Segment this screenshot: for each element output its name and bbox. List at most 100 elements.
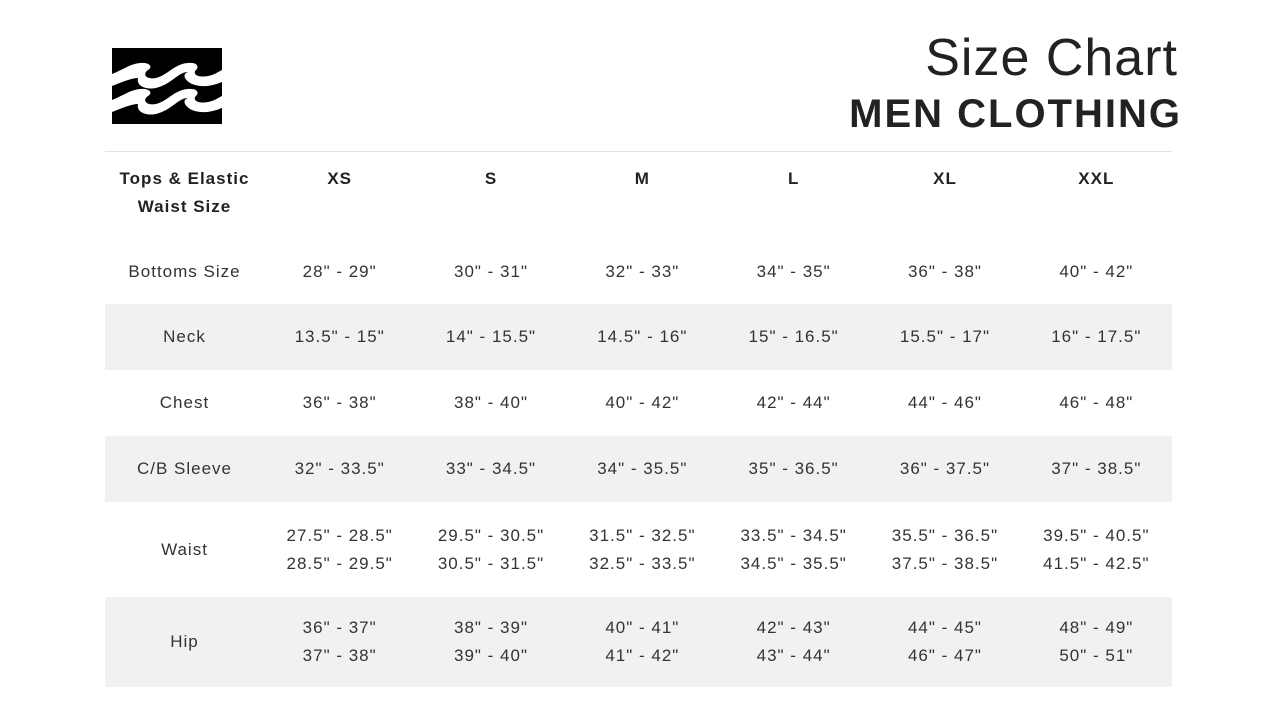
header-row-label: Tops & Elastic Waist Size <box>119 169 250 216</box>
table-cell: 36" - 38" <box>264 370 415 436</box>
header-size-xl: XL <box>933 169 957 188</box>
table-row: Hip 36" - 37" 37" - 38" 38" - 39" 39" - 40" 4… <box>105 597 1172 687</box>
table-cell: 40" - 41" 41" - 42" <box>566 597 718 687</box>
cell-value: 39" - 40" <box>453 646 528 665</box>
table-cell: 38" - 39" 39" - 40" <box>415 597 567 687</box>
cell-value: 37" - 38" <box>302 646 377 665</box>
cell-value: 29.5" - 30.5" <box>437 525 545 545</box>
header-size-xxl: XXL <box>1078 169 1115 188</box>
cell-value: 34" - 35" <box>756 262 831 281</box>
table-cell: 31.5" - 32.5" 32.5" - 33.5" <box>567 502 718 597</box>
table-cell: 13.5" - 15" <box>264 304 416 370</box>
table-cell: 40" - 42" <box>567 370 718 436</box>
table-cell: 42" - 43" 43" - 44" <box>717 597 870 687</box>
cell-value: 32.5" - 33.5" <box>589 553 696 573</box>
table-cell: 34" - 35" <box>718 238 869 304</box>
cell-value: 40" - 41" <box>605 618 680 637</box>
cell-value: 33" - 34.5" <box>445 459 537 478</box>
cell-value: 30" - 31" <box>453 262 528 281</box>
cell-value: 50" - 51" <box>1059 646 1134 665</box>
cell-value: 28" - 29" <box>302 262 377 281</box>
cell-value: 14" - 15.5" <box>445 327 537 346</box>
cell-value: 40" - 42" <box>1059 262 1134 281</box>
cell-value: 36" - 38" <box>302 393 377 412</box>
table-cell: 36" - 37.5" <box>869 436 1021 502</box>
table-cell: 46" - 48" <box>1021 370 1172 436</box>
cell-value: 42" - 43" <box>756 618 831 637</box>
cell-value: 39.5" - 40.5" <box>1043 525 1150 545</box>
cell-value: 15" - 16.5" <box>748 327 839 346</box>
table-cell: 14" - 15.5" <box>415 304 567 370</box>
cell-value: 32" - 33.5" <box>294 459 385 478</box>
cell-value: 34.5" - 35.5" <box>740 553 847 573</box>
table-cell: 15" - 16.5" <box>717 304 870 370</box>
cell-value: 43" - 44" <box>756 646 831 665</box>
table-cell: 37" - 38.5" <box>1020 436 1172 502</box>
table-cell: 36" - 37" 37" - 38" <box>264 597 416 687</box>
table-cell: 39.5" - 40.5" 41.5" - 42.5" <box>1021 502 1172 597</box>
cell-value: 33.5" - 34.5" <box>740 525 847 545</box>
cell-value: 14.5" - 16" <box>597 327 688 346</box>
table-row: Chest 36" - 38" 38" - 40" 40" - 42" 42" - 44… <box>105 370 1172 436</box>
cell-value: 42" - 44" <box>756 393 831 412</box>
cell-value: 13.5" - 15" <box>294 327 385 346</box>
cell-value: 36" - 37" <box>302 618 377 637</box>
table-cell: 14.5" - 16" <box>566 304 718 370</box>
table-cell: 33.5" - 34.5" 34.5" - 35.5" <box>718 502 869 597</box>
divider <box>105 151 1172 152</box>
table-cell: 48" - 49" 50" - 51" <box>1020 597 1172 687</box>
page-subtitle: MEN CLOTHING <box>849 92 1182 136</box>
row-label: Bottoms Size <box>128 262 241 281</box>
table-cell: 35" - 36.5" <box>717 436 870 502</box>
table-cell: 44" - 45" 46" - 47" <box>869 597 1021 687</box>
cell-value: 35" - 36.5" <box>748 459 839 478</box>
cell-value: 41.5" - 42.5" <box>1043 553 1150 573</box>
table-row: C/B Sleeve 32" - 33.5" 33" - 34.5" 34" - 35… <box>105 436 1172 502</box>
cell-value: 46" - 48" <box>1059 393 1134 412</box>
table-cell: 35.5" - 36.5" 37.5" - 38.5" <box>869 502 1020 597</box>
table-cell: 29.5" - 30.5" 30.5" - 31.5" <box>415 502 566 597</box>
table-cell: 15.5" - 17" <box>869 304 1021 370</box>
cell-value: 27.5" - 28.5" <box>286 525 393 545</box>
table-cell: 28" - 29" <box>264 238 415 304</box>
cell-value: 41" - 42" <box>605 646 680 665</box>
table-cell: 40" - 42" <box>1021 238 1172 304</box>
cell-value: 31.5" - 32.5" <box>589 525 696 545</box>
table-row: Waist 27.5" - 28.5" 28.5" - 29.5" 29.5" - 3… <box>105 502 1172 597</box>
table-row: Bottoms Size 28" - 29" 30" - 31" 32" - 33" 3… <box>105 238 1172 304</box>
table-cell: 34" - 35.5" <box>566 436 718 502</box>
cell-value: 15.5" - 17" <box>899 327 991 346</box>
table-header-row: Tops & Elastic Waist Size XS S M L XL XXL <box>105 152 1172 238</box>
table-cell: 42" - 44" <box>718 370 869 436</box>
row-label: Neck <box>105 304 264 370</box>
cell-value: 46" - 47" <box>907 646 982 665</box>
cell-value: 28.5" - 29.5" <box>286 553 393 573</box>
table-cell: 36" - 38" <box>869 238 1020 304</box>
cell-value: 37.5" - 38.5" <box>891 553 999 573</box>
table-cell: 44" - 46" <box>869 370 1020 436</box>
row-label: Chest <box>159 393 210 412</box>
header-size-l: L <box>787 169 800 188</box>
table-cell: 33" - 34.5" <box>415 436 567 502</box>
cell-value: 34" - 35.5" <box>597 459 688 478</box>
row-label: C/B Sleeve <box>105 436 264 502</box>
cell-value: 32" - 33" <box>605 262 680 281</box>
cell-value: 16" - 17.5" <box>1051 327 1142 346</box>
cell-value: 36" - 38" <box>907 262 982 281</box>
table-cell: 30" - 31" <box>415 238 566 304</box>
table-cell: 38" - 40" <box>415 370 566 436</box>
cell-value: 48" - 49" <box>1059 618 1134 637</box>
cell-value: 30.5" - 31.5" <box>437 553 545 573</box>
cell-value: 36" - 37.5" <box>899 459 991 478</box>
size-chart-table: Tops & Elastic Waist Size XS S M L XL XXL Bott… <box>105 152 1172 687</box>
cell-value: 38" - 39" <box>453 618 528 637</box>
cell-value: 35.5" - 36.5" <box>891 525 999 545</box>
table-cell: 27.5" - 28.5" 28.5" - 29.5" <box>264 502 415 597</box>
row-label: Waist <box>161 539 208 559</box>
table-cell: 32" - 33" <box>567 238 718 304</box>
page-title: Size Chart <box>925 29 1178 87</box>
table-cell: 32" - 33.5" <box>264 436 416 502</box>
cell-value: 37" - 38.5" <box>1051 459 1142 478</box>
table-row: Neck 13.5" - 15" 14" - 15.5" 14.5" - 16" 15"… <box>105 304 1172 370</box>
header-size-s: S <box>484 169 498 188</box>
